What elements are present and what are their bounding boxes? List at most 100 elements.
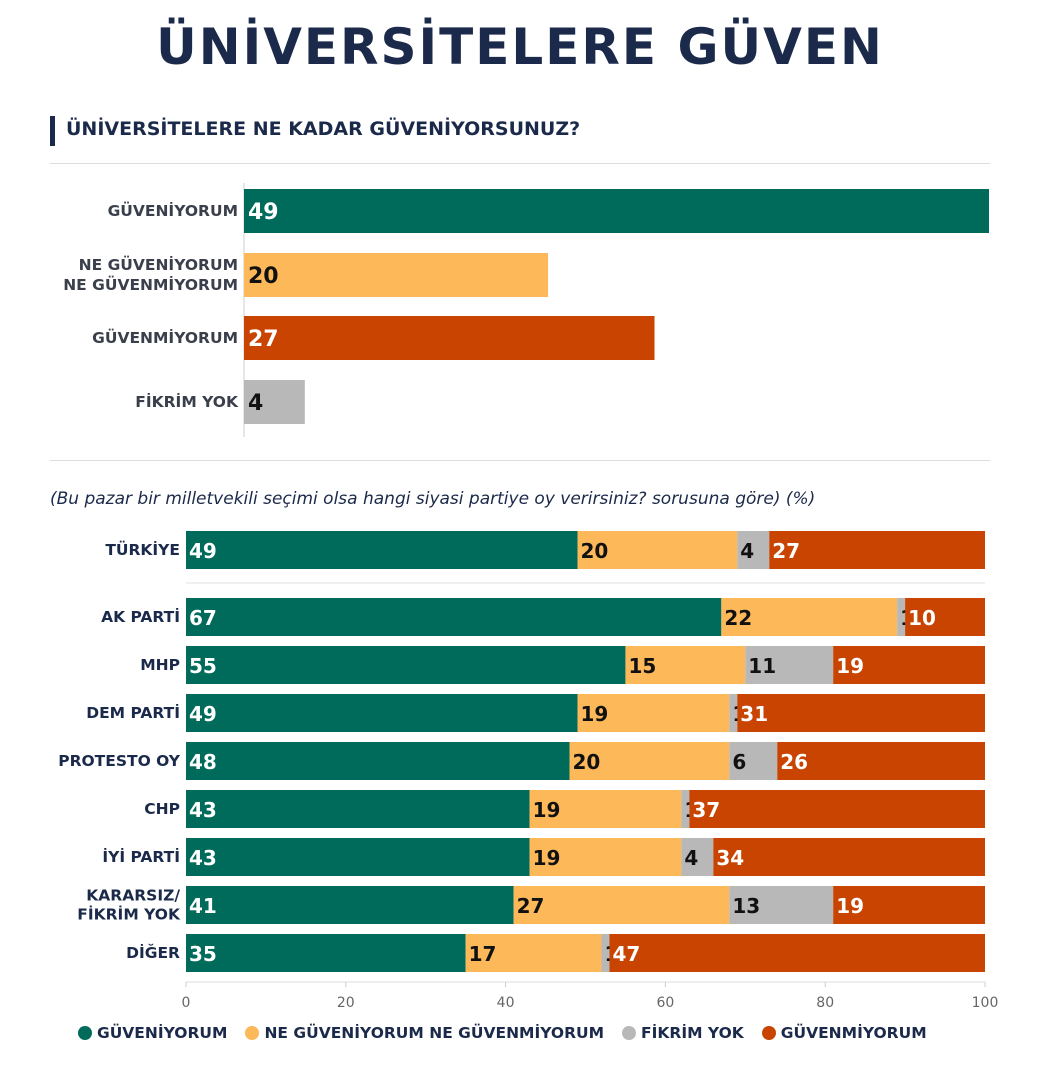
value-label-chp-neutral: 19 xyxy=(533,798,561,822)
segment-iyi-parti-distrust xyxy=(713,838,985,876)
bar-guveniyorum xyxy=(244,189,989,233)
segment-mhp-neutral xyxy=(625,646,746,684)
value-label-mhp-noidea: 11 xyxy=(748,654,776,678)
value-label-diger-neutral: 17 xyxy=(469,942,497,966)
category-label-kararsiz-fikrim-yok: KARARSIZ/ xyxy=(86,887,180,905)
legend-label-noidea: FİKRİM YOK xyxy=(641,1024,744,1042)
value-label-protesto-oy-distrust: 26 xyxy=(780,750,808,774)
value-label-dem-parti-distrust: 31 xyxy=(740,702,768,726)
value-label-iyi-parti-neutral: 19 xyxy=(533,846,561,870)
value-label-protesto-oy-trust: 48 xyxy=(189,750,217,774)
value-label-guvenmiyorum: 27 xyxy=(248,327,279,352)
question-accent-bar xyxy=(50,116,55,146)
segment-turkiye-distrust xyxy=(769,531,985,569)
segment-protesto-oy-distrust xyxy=(777,742,985,780)
segment-ak-parti-trust xyxy=(186,598,722,636)
category-label-fikrim-yok: FİKRİM YOK xyxy=(135,392,239,411)
category-label-iyi-parti: İYİ PARTİ xyxy=(102,847,180,866)
segment-kararsiz-fikrim-yok-neutral xyxy=(513,886,730,924)
segment-mhp-trust xyxy=(186,646,626,684)
segment-kararsiz-fikrim-yok-noidea xyxy=(729,886,834,924)
value-label-iyi-parti-noidea: 4 xyxy=(684,846,698,870)
segment-iyi-parti-neutral xyxy=(529,838,682,876)
value-label-diger-trust: 35 xyxy=(189,942,217,966)
value-label-turkiye-trust: 49 xyxy=(189,539,217,563)
category-label-guvenmiyorum: GÜVENMİYORUM xyxy=(92,328,238,347)
party-breakdown-chart: 4920427TÜRKİYE6722110AK PARTİ55151119MHP… xyxy=(58,531,999,1011)
category-label-dem-parti: DEM PARTİ xyxy=(86,703,180,722)
segment-mhp-noidea xyxy=(745,646,834,684)
category-label-chp: CHP xyxy=(144,800,180,818)
x-tick-label-80: 80 xyxy=(816,995,834,1011)
value-label-protesto-oy-noidea: 6 xyxy=(732,750,746,774)
segment-turkiye-noidea xyxy=(737,531,770,569)
category-label-protesto-oy: PROTESTO OY xyxy=(58,752,181,770)
segment-ak-parti-noidea xyxy=(897,598,906,636)
value-label-chp-distrust: 37 xyxy=(692,798,720,822)
legend-item-noidea: FİKRİM YOK xyxy=(622,1024,744,1042)
legend-item-distrust: GÜVENMİYORUM xyxy=(761,1024,927,1042)
x-tick-label-60: 60 xyxy=(656,995,674,1011)
value-label-turkiye-distrust: 27 xyxy=(772,539,800,563)
bar-guvenmiyorum xyxy=(244,316,655,360)
segment-kararsiz-fikrim-yok-distrust xyxy=(833,886,985,924)
segment-ak-parti-distrust xyxy=(905,598,985,636)
category-label-guveniyorum: GÜVENİYORUM xyxy=(108,201,238,220)
category-label-diger: DİĞER xyxy=(126,943,180,962)
legend-item-neutral: NE GÜVENİYORUM NE GÜVENMİYORUM xyxy=(245,1024,604,1042)
legend-dot-noidea xyxy=(622,1026,637,1040)
value-label-kararsiz-fikrim-yok-noidea: 13 xyxy=(732,894,760,918)
value-label-chp-trust: 43 xyxy=(189,798,217,822)
segment-chp-trust xyxy=(186,790,530,828)
segment-diger-neutral xyxy=(465,934,602,972)
category-label-ne-guveniyorum-ne-guvenmiyorum: NE GÜVENMİYORUM xyxy=(63,275,238,294)
value-label-protesto-oy-neutral: 20 xyxy=(573,750,601,774)
segment-kararsiz-fikrim-yok-trust xyxy=(186,886,514,924)
divider-middle xyxy=(50,460,990,461)
legend: GÜVENİYORUM NE GÜVENİYORUM NE GÜVENMİYOR… xyxy=(78,1024,945,1042)
value-label-ak-parti-neutral: 22 xyxy=(724,606,752,630)
x-tick-label-100: 100 xyxy=(972,995,999,1011)
segment-protesto-oy-neutral xyxy=(569,742,730,780)
category-label-ak-parti: AK PARTİ xyxy=(101,607,180,626)
segment-diger-distrust xyxy=(609,934,985,972)
value-label-mhp-trust: 55 xyxy=(189,654,217,678)
segment-dem-parti-neutral xyxy=(577,694,730,732)
legend-item-trust: GÜVENİYORUM xyxy=(78,1024,227,1042)
segment-dem-parti-noidea xyxy=(729,694,738,732)
value-label-iyi-parti-distrust: 34 xyxy=(716,846,744,870)
value-label-ak-parti-trust: 67 xyxy=(189,606,217,630)
category-label-kararsiz-fikrim-yok: FİKRİM YOK xyxy=(77,905,181,924)
value-label-ne-guveniyorum-ne-guvenmiyorum: 20 xyxy=(248,264,279,289)
legend-label-distrust: GÜVENMİYORUM xyxy=(780,1024,927,1042)
legend-label-neutral: NE GÜVENİYORUM NE GÜVENMİYORUM xyxy=(264,1024,605,1042)
value-label-dem-parti-trust: 49 xyxy=(189,702,217,726)
value-label-turkiye-noidea: 4 xyxy=(740,539,754,563)
bar-ne-guveniyorum-ne-guvenmiyorum xyxy=(244,253,549,297)
value-label-kararsiz-fikrim-yok-distrust: 19 xyxy=(836,894,864,918)
segment-dem-parti-trust xyxy=(186,694,578,732)
value-label-guveniyorum: 49 xyxy=(248,200,279,225)
segment-dem-parti-distrust xyxy=(737,694,985,732)
segment-chp-neutral xyxy=(529,790,682,828)
segment-protesto-oy-noidea xyxy=(729,742,778,780)
x-tick-label-40: 40 xyxy=(497,995,515,1011)
bar-fikrim-yok xyxy=(244,380,305,424)
segment-diger-trust xyxy=(186,934,466,972)
value-label-mhp-neutral: 15 xyxy=(628,654,656,678)
value-label-kararsiz-fikrim-yok-trust: 41 xyxy=(189,894,217,918)
legend-label-trust: GÜVENİYORUM xyxy=(97,1024,228,1042)
segment-turkiye-trust xyxy=(186,531,578,569)
segment-diger-noidea xyxy=(601,934,610,972)
value-label-fikrim-yok: 4 xyxy=(248,391,263,416)
divider-top xyxy=(50,163,990,164)
value-label-dem-parti-neutral: 19 xyxy=(581,702,609,726)
segment-chp-distrust xyxy=(689,790,985,828)
value-label-kararsiz-fikrim-yok-neutral: 27 xyxy=(517,894,545,918)
question-title: ÜNİVERSİTELERE NE KADAR GÜVENİYORSUNUZ? xyxy=(66,118,581,140)
value-label-turkiye-neutral: 20 xyxy=(581,539,609,563)
value-label-mhp-distrust: 19 xyxy=(836,654,864,678)
segment-iyi-parti-trust xyxy=(186,838,530,876)
category-label-ne-guveniyorum-ne-guvenmiyorum: NE GÜVENİYORUM xyxy=(79,255,238,274)
